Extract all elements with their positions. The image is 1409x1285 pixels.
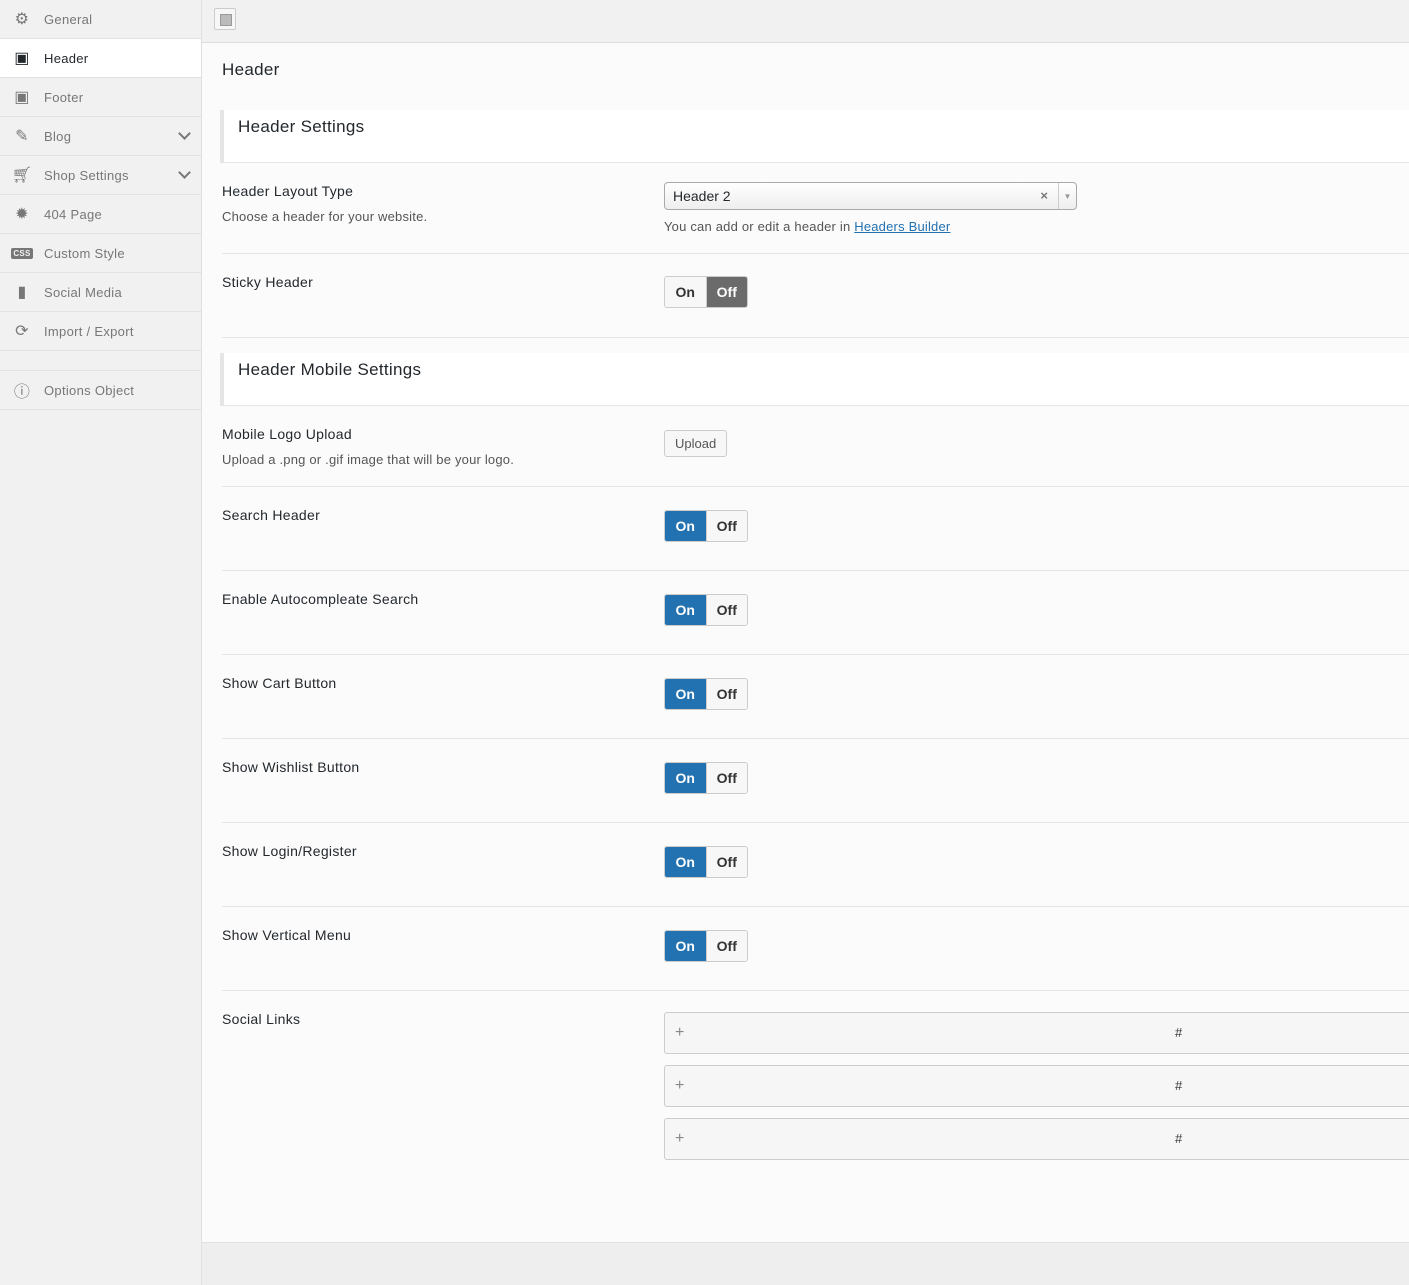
option-toggle[interactable]: On Off xyxy=(664,678,748,710)
pencil-icon: ✎ xyxy=(15,128,29,145)
upload-button[interactable]: Upload xyxy=(664,430,728,457)
toggle-off[interactable]: Off xyxy=(705,931,747,961)
css-icon: CSS xyxy=(11,247,33,259)
option-social-links: Social Links + # + # + # xyxy=(222,991,1409,1242)
refresh-icon: ⟳ xyxy=(15,323,29,340)
option-toggle[interactable]: On Off xyxy=(664,510,748,542)
header-layout-icon: ▣ xyxy=(14,50,30,67)
chevron-down-icon[interactable] xyxy=(178,127,191,140)
gears-icon: ⚙ xyxy=(14,11,30,28)
toggle-off[interactable]: Off xyxy=(705,763,747,793)
social-link-item[interactable]: + # xyxy=(664,1118,1409,1160)
sidebar-item-general[interactable]: ⚙ General xyxy=(0,0,201,39)
plus-icon[interactable]: + xyxy=(675,1130,685,1147)
sidebar: ⚙ General ▣ Header ▣ Footer ✎ Blog 🛒︎ Shop Se… xyxy=(0,0,202,1285)
social-link-item[interactable]: + # xyxy=(664,1065,1409,1107)
social-link-item[interactable]: + # xyxy=(664,1012,1409,1054)
toggle-on[interactable]: On xyxy=(665,931,706,961)
section-header-mobile-settings: Header Mobile Settings xyxy=(220,353,1409,406)
option-header-layout: Header Layout Type Choose a header for y… xyxy=(222,163,1409,254)
toggle-on[interactable]: On xyxy=(665,595,706,625)
header-layout-select[interactable]: Header 2 × ▼ xyxy=(664,182,1077,210)
option-toggle-row: Search Header On Off xyxy=(222,487,1409,571)
option-toggle[interactable]: On Off xyxy=(664,594,748,626)
sidebar-item-404-page[interactable]: ✹ 404 Page xyxy=(0,195,201,234)
sidebar-item-import-export[interactable]: ⟳ Import / Export xyxy=(0,312,201,351)
option-toggle-row: Show Cart Button On Off xyxy=(222,655,1409,739)
info-icon: ⓘ xyxy=(13,384,31,401)
section-header-settings: Header Settings xyxy=(220,110,1409,163)
option-toggle[interactable]: On Off xyxy=(664,930,748,962)
option-sticky-header: Sticky Header On Off xyxy=(222,254,1409,338)
plus-icon[interactable]: + xyxy=(675,1024,685,1041)
footer-layout-icon: ▣ xyxy=(14,89,30,106)
toggle-off[interactable]: Off xyxy=(705,679,747,709)
toggle-off[interactable]: Off xyxy=(705,511,747,541)
page-title: Header xyxy=(222,60,280,79)
sidebar-item-social-media[interactable]: ▮ Social Media xyxy=(0,273,201,312)
file-icon: ▮ xyxy=(17,284,27,301)
toggle-off[interactable]: Off xyxy=(705,277,747,307)
toggle-on[interactable]: On xyxy=(665,277,706,307)
option-toggle-row: Show Wishlist Button On Off xyxy=(222,739,1409,823)
option-toggle[interactable]: On Off xyxy=(664,762,748,794)
sidebar-item-options-object[interactable]: ⓘ Options Object xyxy=(0,371,201,410)
plus-icon[interactable]: + xyxy=(675,1077,685,1094)
option-toggle-row: Enable Autocompleate Search On Off xyxy=(222,571,1409,655)
top-toolbar xyxy=(202,0,1409,43)
option-toggle-row: Show Vertical Menu On Off xyxy=(222,907,1409,991)
toggle-off[interactable]: Off xyxy=(705,847,747,877)
sidebar-item-blog[interactable]: ✎ Blog xyxy=(0,117,201,156)
sidebar-item-footer[interactable]: ▣ Footer xyxy=(0,78,201,117)
toggle-on[interactable]: On xyxy=(665,511,706,541)
option-toggle-row: Show Login/Register On Off xyxy=(222,823,1409,907)
footer-bar xyxy=(202,1242,1409,1285)
headers-builder-link[interactable]: Headers Builder xyxy=(854,219,951,234)
option-mobile-logo: Mobile Logo Upload Upload a .png or .gif… xyxy=(222,406,1409,487)
dropdown-arrow-icon[interactable]: ▼ xyxy=(1058,183,1076,209)
sidebar-item-shop-settings[interactable]: 🛒︎ Shop Settings xyxy=(0,156,201,195)
main-panel: Header Header Settings Header Layout Typ… xyxy=(202,43,1409,1242)
layout-toggle-button[interactable] xyxy=(214,8,236,30)
chevron-down-icon[interactable] xyxy=(178,166,191,179)
sidebar-divider xyxy=(0,351,201,371)
clear-icon[interactable]: × xyxy=(1040,188,1048,203)
toggle-on[interactable]: On xyxy=(665,763,706,793)
toggle-on[interactable]: On xyxy=(665,679,706,709)
toggle-on[interactable]: On xyxy=(665,847,706,877)
option-toggle[interactable]: On Off xyxy=(664,846,748,878)
cart-icon: 🛒︎ xyxy=(11,167,33,184)
sticky-header-toggle[interactable]: On Off xyxy=(664,276,748,308)
gear-icon: ✹ xyxy=(15,206,29,223)
sidebar-item-header[interactable]: ▣ Header xyxy=(0,39,201,78)
sidebar-item-custom-style[interactable]: CSS Custom Style xyxy=(0,234,201,273)
toggle-off[interactable]: Off xyxy=(705,595,747,625)
